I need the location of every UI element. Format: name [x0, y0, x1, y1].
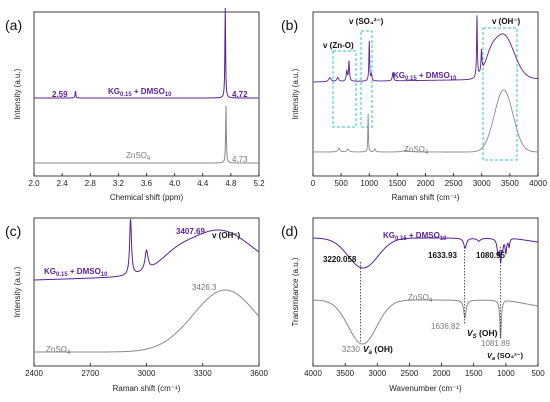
panel-a-peak-label: 2.59: [52, 90, 68, 99]
x-tick-label: 4000: [304, 369, 322, 378]
panel-d-letter: (d): [281, 223, 298, 239]
panel-c-ylabel: Intensity (a.u.): [13, 266, 22, 317]
panel-a-ylabel: Intensity (a.u.): [13, 68, 22, 119]
x-tick-label: 3300: [194, 369, 212, 378]
x-tick-label: 2000: [417, 179, 435, 188]
panel-b-series-kg-line: [313, 15, 538, 83]
panel-d-peak-label: 1080.95: [476, 251, 505, 260]
panel-b-ylabel: Intensity (a.u.): [291, 68, 300, 119]
x-tick-label: 2.8: [85, 179, 97, 188]
panel-d-annotation: VS (OH): [467, 328, 498, 340]
panel-d-legend-kg: KG0.15 + DMSO10: [383, 231, 447, 242]
panel-b-annotation: v (OH⁻): [492, 17, 521, 26]
panel-a-peak-label: 4.73: [232, 155, 248, 164]
panel-c-series-znso4-line: [34, 289, 260, 353]
panel-a-ticks: 2.0 2.4 2.8 3.2 3.6 4.0 4.4 4.8 5.2: [28, 173, 265, 188]
panel-b-series-znso4-line: [313, 89, 538, 153]
x-tick-label: 2.0: [28, 179, 40, 188]
panel-a-peak-label: 4.72: [232, 90, 248, 99]
x-tick-label: 3500: [501, 179, 519, 188]
x-tick-label: 1500: [388, 179, 406, 188]
panel-d-peak-label: 3230: [342, 345, 360, 354]
panel-c-ticks: 2400 2700 3000 3300 3600: [25, 363, 268, 378]
panel-d-annotation: Va (OH): [363, 344, 393, 356]
x-tick-label: 4.8: [225, 179, 237, 188]
panel-b-letter: (b): [281, 17, 298, 33]
panel-a-legend-znso4: ZnSO4: [126, 151, 151, 162]
panel-c-letter: (c): [5, 223, 21, 239]
x-tick-label: 1000: [497, 369, 515, 378]
x-tick-label: 4000: [529, 179, 547, 188]
x-tick-label: 1000: [360, 179, 378, 188]
panel-d-peak-label: 1633.93: [428, 251, 457, 260]
panel-d-series-kg-line: [313, 237, 539, 269]
panel-b-legend-znso4: ZnSO4: [404, 145, 429, 156]
x-tick-label: 3600: [250, 369, 268, 378]
panel-b-ticks: 0 500 1000 1500 2000 2500 3000 3500 4000: [311, 173, 547, 188]
panel-b-xlabel: Raman shift (cm⁻¹): [392, 193, 460, 202]
panel-b-annotation: v (Zn-O): [323, 41, 354, 50]
x-tick-label: 3.6: [141, 179, 153, 188]
panel-b-annotation: v (SO₄²⁻): [349, 17, 384, 26]
panel-c-legend-znso4: ZnSO4: [46, 345, 71, 356]
panel-c-series-kg-line: [33, 219, 260, 281]
panel-d-xlabel: Wavenumber (cm⁻¹): [389, 384, 462, 393]
panel-c-peak-label: 3407.69: [176, 227, 205, 236]
x-tick-label: 4.0: [169, 179, 181, 188]
panel-d-series-znso4-line: [313, 299, 539, 345]
panel-c-xlabel: Raman shift (cm⁻¹): [113, 384, 181, 393]
panel-a-letter: (a): [5, 17, 22, 33]
panel-d-frame: [312, 217, 539, 367]
panel-a-series-kg-line: [34, 7, 259, 99]
panel-d-legend-znso4: ZnSO4: [408, 293, 433, 304]
x-tick-label: 2700: [81, 369, 99, 378]
panel-c-annotation: v (OH⁻): [212, 231, 241, 240]
panel-d-peak-label: 1636.82: [431, 322, 460, 331]
x-tick-label: 0: [311, 179, 316, 188]
x-tick-label: 2500: [401, 369, 419, 378]
panel-b-highlight-so4: [360, 30, 373, 128]
x-tick-label: 500: [334, 179, 348, 188]
panel-a-xlabel: Chemical shift (ppm): [110, 193, 184, 202]
panel-b-highlight-oh: [482, 27, 518, 161]
x-tick-label: 2.4: [57, 179, 69, 188]
x-tick-label: 3000: [473, 179, 491, 188]
panel-d-peak-label: 1081.89: [481, 339, 510, 348]
panel-d-peak-label: 3220.058: [323, 255, 357, 264]
panel-d-annotation: Va (SO₄²⁻): [487, 351, 524, 362]
panel-c-peak-label: 3426.3: [192, 283, 217, 292]
x-tick-label: 3000: [368, 369, 386, 378]
x-tick-label: 2000: [433, 369, 451, 378]
x-tick-label: 2400: [25, 369, 43, 378]
panel-c-legend-kg: KG0.15 + DMSO10: [44, 267, 108, 278]
panel-b-legend-kg: KG0.15 + DMSO10: [393, 71, 457, 82]
x-tick-label: 5.2: [253, 179, 265, 188]
x-tick-label: 3500: [336, 369, 354, 378]
panel-c-frame: [33, 217, 260, 367]
x-tick-label: 500: [531, 369, 545, 378]
x-tick-label: 1500: [465, 369, 483, 378]
x-tick-label: 4.4: [197, 179, 209, 188]
x-tick-label: 3000: [138, 369, 156, 378]
panel-d-ylabel: Transmitance (a.u.): [291, 257, 300, 326]
x-tick-label: 2500: [445, 179, 463, 188]
panel-b-highlight-zn-o: [332, 50, 357, 128]
panel-d-ticks: 4000 3500 3000 2500 2000 1500 1000 500: [304, 363, 545, 378]
x-tick-label: 3.2: [113, 179, 125, 188]
panel-a-legend-kg: KG0.15 + DMSO10: [108, 87, 172, 98]
panel-a-series-znso4-line: [34, 105, 259, 164]
